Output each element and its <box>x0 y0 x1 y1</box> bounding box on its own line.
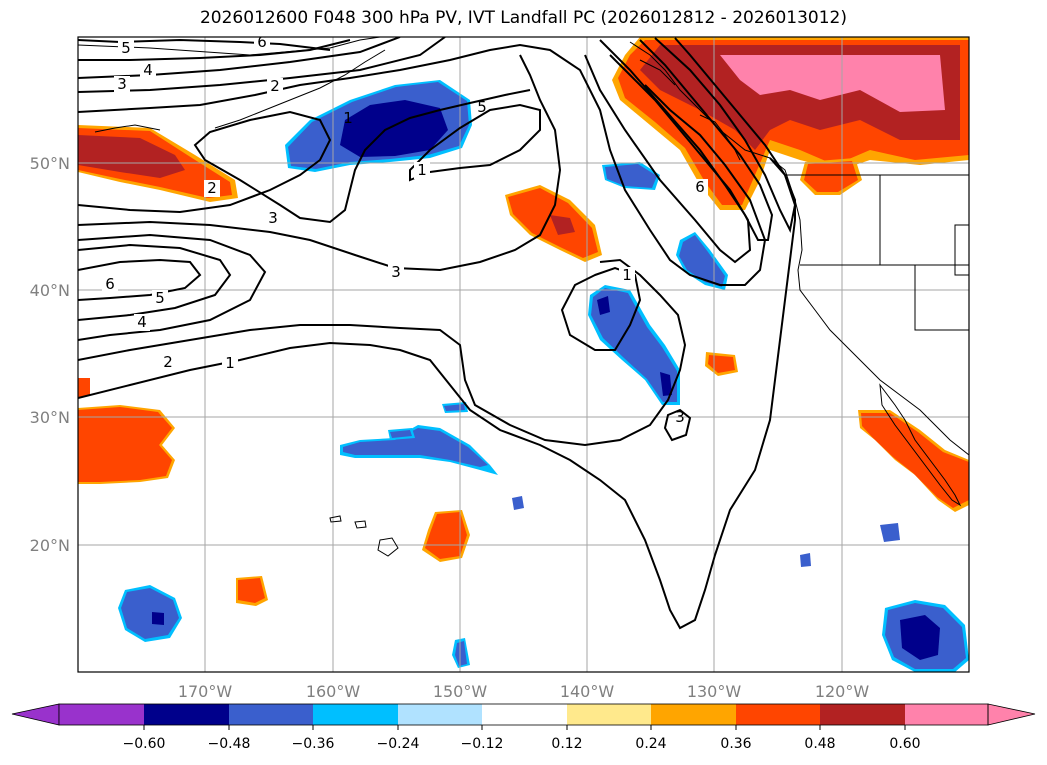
contour-label: 1 <box>225 354 235 372</box>
pv-contours <box>78 37 797 630</box>
lat-label-50n: 50°N <box>30 154 70 173</box>
colorbar-tick-label: 0.60 <box>889 736 920 752</box>
contour-label: 3 <box>391 263 401 281</box>
lat-label-40n: 40°N <box>30 281 70 300</box>
lon-label-140w: 140°W <box>560 682 615 701</box>
lon-label-120w: 120°W <box>815 682 870 701</box>
contour-label: 3 <box>117 75 127 93</box>
contour-label: 1 <box>622 266 632 284</box>
map-frame <box>77 36 970 673</box>
colorbar: −0.60 −0.48 −0.36 −0.24 −0.12 0.12 0.24 … <box>11 703 1036 752</box>
colorbar-segment <box>144 704 229 725</box>
colorbar-segment <box>651 704 736 725</box>
colorbar-segment <box>398 704 482 725</box>
colorbar-segment <box>905 704 988 725</box>
colorbar-segment <box>229 704 313 725</box>
lon-label-150w: 150°W <box>433 682 488 701</box>
map-title: 2026012600 F048 300 hPa PV, IVT Landfall… <box>199 8 847 28</box>
contour-label: 2 <box>207 179 217 197</box>
colorbar-extend-high <box>987 703 1036 726</box>
contour-labels: 5 6 4 3 2 1 5 2 3 6 5 4 2 1 3 <box>102 33 708 426</box>
contour-label: 6 <box>105 275 115 293</box>
colorbar-tick-label: 0.36 <box>720 736 751 752</box>
contour-label: 1 <box>417 161 427 179</box>
contour-label: 6 <box>257 33 267 51</box>
colorbar-tick-label: −0.24 <box>377 736 420 752</box>
lon-label-130w: 130°W <box>687 682 742 701</box>
lat-label-20n: 20°N <box>30 536 70 555</box>
lon-label-170w: 170°W <box>178 682 233 701</box>
lat-label-30n: 30°N <box>30 408 70 427</box>
latitude-labels: 50°N 40°N 30°N 20°N <box>30 154 70 555</box>
colorbar-tick-label: −0.36 <box>292 736 335 752</box>
contour-label: 2 <box>163 353 173 371</box>
contour-label: 4 <box>143 61 153 79</box>
colorbar-tick-label: −0.12 <box>461 736 504 752</box>
colorbar-tick-label: −0.48 <box>208 736 251 752</box>
colorbar-segment <box>820 704 905 725</box>
lon-label-160w: 160°W <box>306 682 361 701</box>
contour-label: 2 <box>270 77 280 95</box>
contour-label: 1 <box>343 109 353 127</box>
contour-label: 3 <box>268 209 278 227</box>
colorbar-tick-label: 0.24 <box>635 736 666 752</box>
colorbar-segment <box>482 704 567 725</box>
colorbar-segment <box>59 704 144 725</box>
colorbar-tick-label: 0.12 <box>551 736 582 752</box>
colorbar-tick-label: 0.48 <box>804 736 835 752</box>
longitude-labels: 170°W 160°W 150°W 140°W 130°W 120°W <box>178 682 870 701</box>
contour-label: 6 <box>695 178 705 196</box>
contour-label: 4 <box>137 313 147 331</box>
map-content: 5 6 4 3 2 1 5 2 3 6 5 4 2 1 3 <box>78 33 969 672</box>
colorbar-segment <box>313 704 398 725</box>
contour-label: 5 <box>121 39 131 57</box>
colorbar-segment <box>736 704 820 725</box>
contour-label: 5 <box>155 289 165 307</box>
colorbar-segment <box>567 704 651 725</box>
contour-label: 3 <box>675 408 685 426</box>
gridlines <box>78 37 969 672</box>
contour-label: 5 <box>477 98 487 116</box>
colorbar-extend-low <box>11 703 60 726</box>
colorbar-tick-label: −0.60 <box>123 736 166 752</box>
